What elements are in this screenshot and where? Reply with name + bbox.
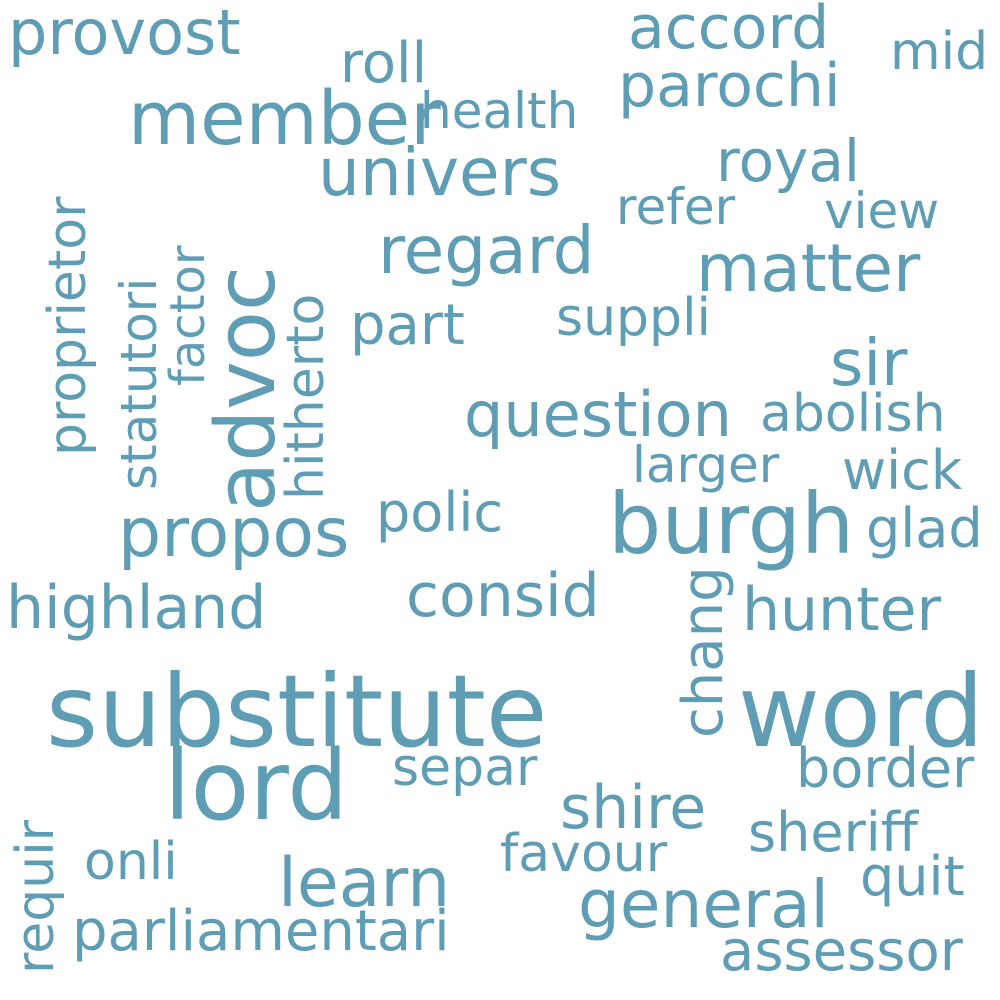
word-propos: propos xyxy=(118,494,350,573)
word-highland: highland xyxy=(6,573,267,643)
word-royal: royal xyxy=(716,127,861,195)
word-burgh: burgh xyxy=(608,475,855,573)
word-parliamentari: parliamentari xyxy=(72,899,450,964)
word-suppli: suppli xyxy=(556,288,711,348)
word-polic: polic xyxy=(376,481,504,544)
word-accord: accord xyxy=(628,0,830,63)
word-mid: mid xyxy=(890,22,989,82)
word-hunter: hunter xyxy=(742,575,942,645)
word-general: general xyxy=(578,866,829,943)
word-part: part xyxy=(350,293,465,358)
word-larger: larger xyxy=(632,436,780,494)
word-abolish: abolish xyxy=(760,384,946,444)
word-health: health xyxy=(420,82,579,140)
word-regard: regard xyxy=(378,212,595,289)
word-separ: separ xyxy=(392,738,538,798)
word-onli: onli xyxy=(84,832,178,892)
word-requir: requir xyxy=(6,819,66,974)
word-matter: matter xyxy=(696,230,921,307)
word-member: member xyxy=(128,76,441,162)
word-glad: glad xyxy=(866,497,983,560)
word-border: border xyxy=(796,737,975,800)
word-statutori: statutori xyxy=(110,277,168,490)
word-favour: favour xyxy=(500,824,668,884)
word-quit: quit xyxy=(860,845,965,908)
word-refer: refer xyxy=(616,178,736,236)
word-shire: shire xyxy=(560,773,707,843)
word-substitute: substitute xyxy=(46,653,548,770)
word-parochi: parochi xyxy=(618,51,841,121)
word-proprietor: proprietor xyxy=(38,196,98,456)
word-roll: roll xyxy=(340,31,428,96)
word-sir: sir xyxy=(830,327,908,401)
word-view: view xyxy=(824,182,940,240)
word-consid: consid xyxy=(406,561,600,631)
word-word: word xyxy=(738,653,984,770)
word-univers: univers xyxy=(318,134,562,211)
word-question: question xyxy=(464,378,732,451)
word-chang: chang xyxy=(671,566,736,738)
word-sheriff: sheriff xyxy=(748,801,918,864)
word-learn: learn xyxy=(278,844,451,923)
word-provost: provost xyxy=(8,0,241,69)
word-wick: wick xyxy=(842,439,963,502)
word-hitherto: hitherto xyxy=(276,293,336,500)
word-assessor: assessor xyxy=(720,919,963,984)
word-lord: lord xyxy=(164,730,349,842)
